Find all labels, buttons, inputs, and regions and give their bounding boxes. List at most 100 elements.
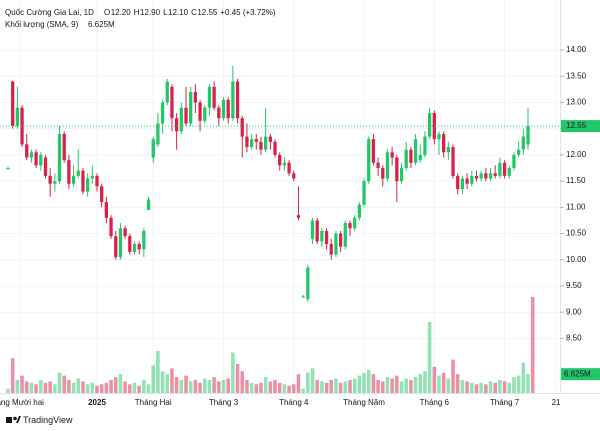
volume-bar <box>57 372 62 393</box>
volume-bar <box>156 350 160 393</box>
candle-body <box>151 139 155 158</box>
candle-body <box>212 86 216 108</box>
volume-bar <box>160 371 165 393</box>
candle-body <box>488 173 493 179</box>
candle-body <box>310 220 315 239</box>
volume-bar <box>488 381 493 393</box>
x-tick-label: Tháng Hai <box>135 398 172 407</box>
volume-bar <box>446 378 451 393</box>
volume-bar <box>254 384 259 393</box>
volume-bar <box>245 379 249 393</box>
grid <box>0 0 560 393</box>
candle-body <box>456 175 460 189</box>
candle-body <box>48 175 52 184</box>
volume-pane <box>6 297 535 393</box>
candle-body <box>146 199 151 210</box>
x-tick-label: Tháng 6 <box>420 398 450 407</box>
candle-body <box>460 178 465 189</box>
candle-body <box>179 107 183 132</box>
candle-body <box>493 173 497 176</box>
candle-body <box>249 139 254 148</box>
candle-body <box>175 118 179 132</box>
candle-body <box>95 175 99 187</box>
candle-body <box>385 152 390 179</box>
candle-body <box>71 175 76 184</box>
volume-bar <box>43 382 48 393</box>
volume-bar <box>291 384 296 393</box>
y-tick-label: 13.00 <box>566 98 587 107</box>
candle-body <box>353 217 357 229</box>
candle-body <box>465 178 469 184</box>
y-tick-label: 9.00 <box>566 307 582 316</box>
ohlc-key: H <box>134 8 140 17</box>
volume-bar <box>376 379 380 393</box>
candle-body <box>329 244 333 255</box>
volume-bar <box>212 377 216 393</box>
volume-bar <box>259 382 263 393</box>
candle-body <box>240 118 244 137</box>
volume-bar <box>484 384 488 393</box>
volume-bar <box>67 379 71 393</box>
volume-bar <box>235 364 240 393</box>
volume-bar <box>226 378 230 393</box>
volume-bar <box>395 375 399 393</box>
volume-bar <box>451 359 455 393</box>
volume-bar <box>132 382 137 393</box>
volume-title: Khối lượng (SMA, 9) <box>5 20 79 29</box>
x-tick-label: Tháng 7 <box>490 398 520 407</box>
volume-bar <box>268 381 273 393</box>
candle-body <box>502 162 507 176</box>
volume-bar <box>137 385 141 393</box>
volume-bar <box>198 382 202 393</box>
candle-body <box>189 92 193 124</box>
candle-body <box>39 154 43 166</box>
candle-body <box>292 173 296 179</box>
x-tick-label: 21 <box>552 398 561 407</box>
volume-bar <box>413 377 418 393</box>
volume-bar <box>217 381 221 393</box>
candle-body <box>343 223 347 247</box>
volume-bar <box>240 371 245 393</box>
y-tick-label: 11.00 <box>566 202 586 211</box>
ohlc-key: C <box>191 8 197 17</box>
volume-bar <box>479 382 483 393</box>
volume-bar <box>263 377 268 393</box>
volume-bar <box>104 382 109 393</box>
volume-bar <box>118 374 123 393</box>
volume-bar <box>348 379 352 393</box>
volume-bar <box>521 362 526 393</box>
volume-bar <box>404 378 408 393</box>
y-tick-label: 12.00 <box>566 150 587 159</box>
candle-body <box>198 102 202 121</box>
candle-body <box>362 181 366 205</box>
volume-bar <box>29 382 34 393</box>
volume-bar <box>128 384 132 393</box>
volume-bar <box>170 368 174 393</box>
change: +0.45 (+3.72%) <box>220 8 275 17</box>
candle-body <box>395 157 399 182</box>
last-volume-label: 6.625M <box>564 369 591 378</box>
candle-body <box>357 204 361 218</box>
volume-bar <box>502 381 507 393</box>
volume-bar <box>427 321 432 393</box>
volume-bar <box>85 384 90 393</box>
candle-body <box>306 267 310 300</box>
last-price-label: 12.55 <box>566 121 587 130</box>
candle-body <box>193 92 198 103</box>
volume-bar <box>202 378 207 393</box>
volume-bar <box>193 379 198 393</box>
volume-bar <box>24 381 29 393</box>
volume-bar <box>498 379 502 393</box>
y-tick-label: 14.00 <box>566 45 587 54</box>
candle-body <box>516 149 521 155</box>
volume-bar <box>142 379 146 393</box>
candle-body <box>479 173 483 179</box>
volume-bar <box>53 384 57 393</box>
candle-body <box>268 136 272 142</box>
candle-body <box>67 160 71 184</box>
volume-bar <box>399 381 404 393</box>
volume-bar <box>324 382 329 393</box>
candle-body <box>526 126 530 145</box>
candle-body <box>221 99 226 119</box>
candle-body <box>418 154 422 161</box>
